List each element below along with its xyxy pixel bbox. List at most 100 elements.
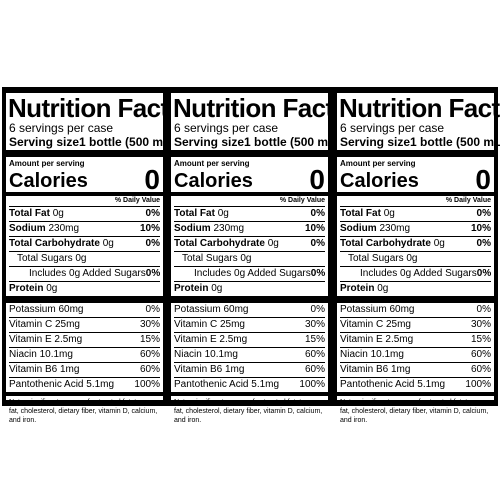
calories-row: Calories 0 <box>174 164 325 195</box>
panel-title: Nutrition Facts <box>339 93 500 123</box>
serving-size-label: Serving size <box>174 135 245 149</box>
vitamin-name: Vitamin B6 1mg <box>9 364 80 375</box>
vitamin-dv: 100% <box>465 379 491 390</box>
amount-per-serving: Amount per serving <box>9 159 85 168</box>
nutrient-row-total-fat: Total Fat 0g 0% <box>340 206 491 221</box>
nutrient-amount: 0g <box>267 238 279 249</box>
serving-size: Serving size 1 bottle (500 mL) <box>340 135 500 149</box>
footnote: Not a significant source of saturated fa… <box>9 399 158 424</box>
nutrient-row-total-carbohydrate: Total Carbohydrate 0g 0% <box>174 236 325 251</box>
nutrient-row-total-fat: Total Fat 0g 0% <box>9 206 160 221</box>
daily-value-header: % Daily Value <box>114 197 160 204</box>
vitamin-name: Vitamin B6 1mg <box>174 364 245 375</box>
serving-size-label: Serving size <box>9 135 80 149</box>
vitamin-name: Pantothenic Acid 5.1mg <box>340 379 446 390</box>
vitamin-row: Vitamin B6 1mg 60% <box>340 362 491 377</box>
nutrient-dv: 0% <box>145 268 161 279</box>
nutrient-row-protein: Protein 0g <box>340 281 491 296</box>
servings-per-container: 6 servings per case <box>174 121 279 135</box>
panel-title: Nutrition Facts <box>173 93 348 123</box>
nutrient-dv: 10% <box>470 223 491 234</box>
nutrient-dv: 0% <box>310 238 325 249</box>
vitamin-row: Pantothenic Acid 5.1mg 100% <box>340 377 491 392</box>
nutrient-row-total-carbohydrate: Total Carbohydrate 0g 0% <box>9 236 160 251</box>
nutrient-amount: 230mg <box>379 223 411 234</box>
thick-divider <box>6 296 163 303</box>
nutrient-amount: 0g <box>377 283 389 294</box>
nutrient-name: Total Fat <box>9 208 50 219</box>
vitamin-row: Vitamin E 2.5mg 15% <box>9 332 160 347</box>
panel-title: Nutrition Facts <box>8 93 183 123</box>
nutrient-dv: 10% <box>139 223 160 234</box>
vitamin-name: Vitamin B6 1mg <box>340 364 411 375</box>
nutrient-name: Total Fat <box>174 208 215 219</box>
nutrient-amount: 0g <box>46 283 58 294</box>
vitamin-name: Vitamin C 25mg <box>340 319 411 330</box>
vitamin-row: Vitamin C 25mg 30% <box>9 317 160 332</box>
vitamin-row: Vitamin E 2.5mg 15% <box>340 332 491 347</box>
nutrient-row-added-sugars: Includes 0g Added Sugars 0% <box>9 266 160 281</box>
vitamin-dv: 60% <box>304 364 325 375</box>
vitamin-row: Potassium 60mg 0% <box>9 303 160 317</box>
nutrient-amount: 0g <box>433 238 445 249</box>
nutrient-row-total-fat: Total Fat 0g 0% <box>174 206 325 221</box>
nutrient-amount: 0g <box>217 208 229 219</box>
nutrient-row-sodium: Sodium 230mg 10% <box>9 221 160 236</box>
calories-label: Calories <box>340 170 419 192</box>
vitamin-name: Niacin 10.1mg <box>340 349 404 360</box>
medium-divider <box>171 192 328 196</box>
nutrient-name: Total Carbohydrate <box>174 238 265 249</box>
vitamin-dv: 0% <box>145 304 160 315</box>
calories-label: Calories <box>174 170 253 192</box>
nutrient-dv: 0% <box>476 238 491 249</box>
thick-divider <box>6 150 163 157</box>
medium-divider <box>6 392 163 396</box>
nutrient-name: Total Fat <box>340 208 381 219</box>
servings-per-container: 6 servings per case <box>9 121 114 135</box>
nutrient-dv: 10% <box>304 223 325 234</box>
serving-size-value: 1 bottle (500 mL) <box>79 135 175 149</box>
nutrient-name: Total Sugars 0g <box>17 253 87 264</box>
nutrient-name: Protein <box>9 283 44 294</box>
nutrition-panel-left: Nutrition Facts 6 servings per case Serv… <box>6 93 183 424</box>
calories-value: 0 <box>309 164 325 195</box>
nutrient-name: Total Carbohydrate <box>9 238 100 249</box>
nutrient-amount: 0g <box>211 283 223 294</box>
vitamin-dv: 15% <box>304 334 325 345</box>
nutrient-row-protein: Protein 0g <box>9 281 160 296</box>
nutrient-dv: 0% <box>476 208 491 219</box>
vitamin-dv: 60% <box>304 349 325 360</box>
vitamin-name: Potassium 60mg <box>174 304 249 315</box>
nutrient-name: Total Sugars 0g <box>348 253 418 264</box>
vitamin-row: Vitamin B6 1mg 60% <box>174 362 325 377</box>
nutrition-panel-right: Nutrition Facts 6 servings per case Serv… <box>337 93 500 424</box>
nutrient-row-added-sugars: Includes 0g Added Sugars 0% <box>340 266 491 281</box>
nutrient-name: Total Carbohydrate <box>340 238 431 249</box>
vitamin-dv: 30% <box>470 319 491 330</box>
vitamin-dv: 0% <box>310 304 325 315</box>
nutrient-name: Sodium <box>174 223 211 234</box>
vitamin-row: Vitamin E 2.5mg 15% <box>174 332 325 347</box>
vitamin-row: Vitamin C 25mg 30% <box>174 317 325 332</box>
nutrient-row-total-sugars: Total Sugars 0g <box>174 251 325 266</box>
vitamin-name: Potassium 60mg <box>9 304 84 315</box>
nutrient-amount: 230mg <box>213 223 245 234</box>
amount-per-serving: Amount per serving <box>340 159 416 168</box>
nutrient-name: Sodium <box>9 223 46 234</box>
nutrient-row-sodium: Sodium 230mg 10% <box>174 221 325 236</box>
vitamin-dv: 60% <box>470 364 491 375</box>
vitamin-dv: 15% <box>139 334 160 345</box>
nutrient-name: Includes 0g Added Sugars <box>29 268 146 279</box>
vitamin-name: Pantothenic Acid 5.1mg <box>9 379 115 390</box>
vitamin-name: Vitamin C 25mg <box>9 319 80 330</box>
vitamin-name: Niacin 10.1mg <box>9 349 73 360</box>
serving-size: Serving size 1 bottle (500 mL) <box>174 135 339 149</box>
vitamin-name: Pantothenic Acid 5.1mg <box>174 379 280 390</box>
vitamin-row: Pantothenic Acid 5.1mg 100% <box>174 377 325 392</box>
daily-value-header: % Daily Value <box>445 197 491 204</box>
vitamin-row: Niacin 10.1mg 60% <box>340 347 491 362</box>
thick-divider <box>337 150 494 157</box>
vitamin-name: Vitamin E 2.5mg <box>340 334 414 345</box>
serving-size-label: Serving size <box>340 135 411 149</box>
vitamin-row: Pantothenic Acid 5.1mg 100% <box>9 377 160 392</box>
